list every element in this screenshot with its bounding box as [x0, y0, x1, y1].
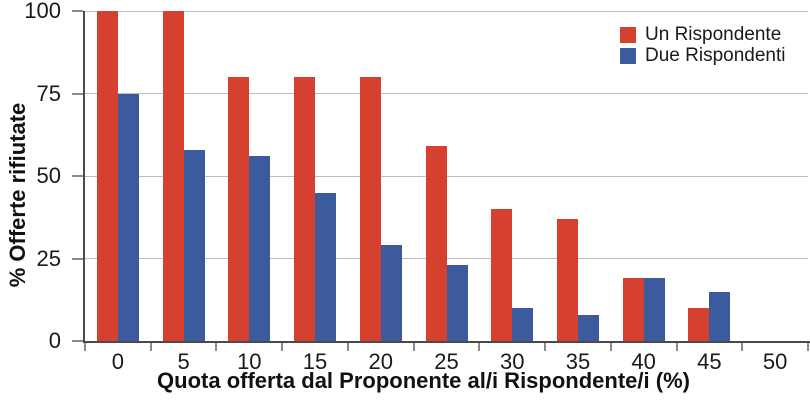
y-axis-title: % Offerte rifiutate [5, 102, 30, 288]
x-tick-label: 35 [565, 349, 591, 374]
x-axis-tick [807, 343, 809, 351]
gridline [85, 175, 808, 177]
gridline [85, 10, 808, 12]
x-axis-tick [609, 343, 612, 351]
bar-due-rispondenti [117, 93, 139, 341]
bar-un-rispondente [688, 308, 710, 341]
x-axis-tick [741, 343, 744, 351]
bar-un-rispondente [491, 209, 513, 341]
x-tick-label: 50 [762, 349, 788, 374]
bar-un-rispondente [622, 278, 644, 341]
legend-swatch-blue-icon [620, 48, 636, 64]
bar-due-rispondenti [315, 192, 337, 341]
y-axis-tick [72, 257, 83, 260]
x-axis-tick [149, 343, 152, 351]
bar-un-rispondente [425, 146, 447, 341]
bar-un-rispondente [359, 77, 381, 341]
legend-swatch-red-icon [620, 27, 636, 43]
x-axis-title-wrap: Quota offerta dal Proponente al/i Rispon… [62, 368, 785, 394]
legend-item-due-rispondenti: Due Rispondenti [620, 45, 786, 66]
y-axis-tick [72, 340, 83, 342]
x-tick-label: 15 [302, 349, 328, 374]
x-tick-label: 40 [631, 349, 656, 374]
y-tick-label: 50 [36, 163, 61, 188]
legend-label: Un Rispondente [645, 24, 782, 45]
x-tick-label: 5 [177, 349, 190, 374]
plot-area: 0 25 50 75 100 0 5 10 15 20 25 30 35 40 45 50 [24, 0, 810, 374]
x-tick-label: 45 [697, 349, 722, 374]
x-axis-tick [412, 343, 415, 351]
x-axis-tick [478, 343, 481, 351]
x-tick-label: 0 [111, 349, 124, 374]
bar-due-rispondenti [512, 308, 534, 341]
bar-due-rispondenti [643, 278, 665, 341]
gridline [85, 93, 808, 94]
x-axis-tick [544, 343, 547, 351]
legend-label: Due Rispondenti [645, 45, 786, 66]
x-tick-label: 10 [237, 349, 262, 374]
y-axis-line [83, 11, 85, 343]
x-tick-label: 20 [368, 349, 393, 374]
bar-due-rispondenti [709, 291, 731, 341]
gridline [85, 258, 808, 259]
bar-due-rispondenti [249, 156, 271, 341]
x-axis-tick [84, 343, 86, 351]
y-tick-label: 25 [36, 245, 61, 271]
x-axis-line [83, 341, 810, 343]
y-tick-label: 100 [24, 0, 61, 23]
y-tick-label: 75 [36, 80, 61, 106]
bar-un-rispondente [162, 11, 184, 341]
y-axis-tick [72, 175, 83, 177]
x-axis-tick [346, 343, 349, 351]
bar-due-rispondenti [380, 245, 402, 341]
x-axis-tick [675, 343, 678, 351]
x-tick-label: 25 [434, 349, 459, 374]
bar-due-rispondenti [577, 314, 599, 341]
bar-un-rispondente [294, 77, 316, 341]
y-axis-tick [72, 92, 83, 95]
legend: Un Rispondente Due Rispondenti [620, 24, 786, 67]
legend-item-un-rispondente: Un Rispondente [620, 24, 785, 45]
bar-un-rispondente [228, 77, 250, 341]
y-axis-tick [72, 10, 83, 12]
bar-un-rispondente [556, 218, 578, 341]
bar-un-rispondente [96, 11, 118, 341]
bar-due-rispondenti [446, 265, 468, 341]
y-tick-label: 0 [48, 328, 61, 353]
x-axis-title: Quota offerta dal Proponente al/i Rispon… [157, 368, 690, 393]
x-tick-label: 30 [499, 349, 525, 374]
bar-due-rispondenti [183, 149, 205, 341]
x-axis-tick [215, 343, 218, 351]
x-axis-tick [281, 343, 284, 351]
